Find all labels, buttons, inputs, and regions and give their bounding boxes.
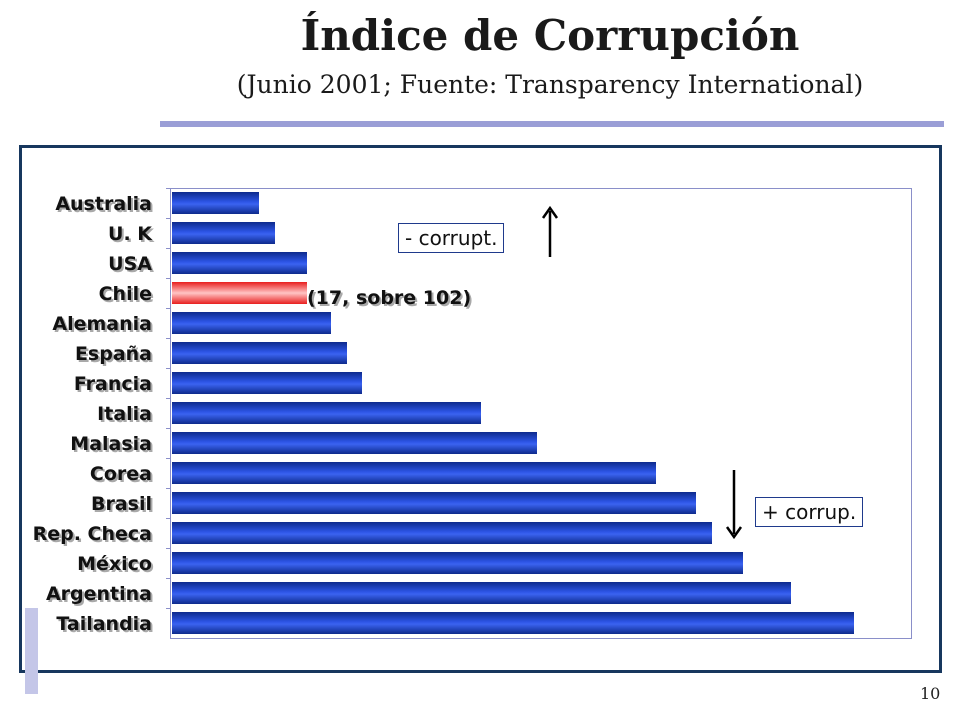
bar-argentina	[172, 582, 791, 604]
bar-m-xico	[172, 552, 743, 574]
bar-usa	[172, 252, 307, 274]
axis-tick	[166, 458, 171, 459]
category-label: Tailandia	[56, 613, 152, 635]
bar-australia	[172, 192, 259, 214]
bar-alemania	[172, 312, 331, 334]
category-label: Francia	[73, 373, 152, 395]
category-label: U. K	[108, 223, 152, 245]
bar-francia	[172, 372, 362, 394]
axis-tick	[166, 518, 171, 519]
axis-tick	[166, 398, 171, 399]
chart-frame	[19, 145, 942, 673]
axis-tick	[166, 578, 171, 579]
bar-italia	[172, 402, 481, 424]
axis-tick	[166, 218, 171, 219]
title-underline-rule	[160, 121, 944, 127]
category-label: Brasil	[90, 493, 152, 515]
category-label: Alemania	[52, 313, 152, 335]
chart-plot-area	[170, 188, 912, 639]
bar-espa-a	[172, 342, 347, 364]
axis-tick	[166, 488, 171, 489]
category-label: Chile	[98, 283, 152, 305]
category-label: USA	[108, 253, 152, 275]
slide-subtitle: (Junio 2001; Fuente: Transparency Intern…	[236, 70, 864, 99]
down-arrow-icon	[725, 470, 743, 540]
category-label: Australia	[55, 193, 152, 215]
axis-tick	[166, 248, 171, 249]
bar-corea	[172, 462, 656, 484]
bar-brasil	[172, 492, 696, 514]
axis-tick	[166, 188, 171, 189]
axis-tick	[166, 308, 171, 309]
category-label: Italia	[97, 403, 152, 425]
axis-tick	[166, 548, 171, 549]
category-label: México	[77, 553, 152, 575]
bar-malasia	[172, 432, 537, 454]
bar-rep-checa	[172, 522, 712, 544]
axis-tick	[166, 428, 171, 429]
category-label: Malasia	[70, 433, 152, 455]
bar-tailandia	[172, 612, 854, 634]
up-arrow-icon	[541, 205, 559, 257]
category-label: Rep. Checa	[32, 523, 152, 545]
axis-tick	[166, 338, 171, 339]
axis-tick	[166, 278, 171, 279]
page-number: 10	[920, 684, 941, 703]
category-label: Argentina	[45, 583, 152, 605]
less-corrupt-label: - corrupt.	[398, 223, 505, 253]
bar-chile	[172, 282, 307, 304]
slide-title: Índice de Corrupción	[300, 11, 800, 60]
axis-tick	[166, 368, 171, 369]
category-label: España	[74, 343, 152, 365]
axis-tick	[166, 608, 171, 609]
left-accent-bar	[25, 608, 38, 694]
bar-u-k	[172, 222, 275, 244]
more-corrupt-label: + corrup.	[755, 497, 864, 527]
chile-rank-annotation: (17, sobre 102)	[307, 287, 472, 309]
category-label: Corea	[89, 463, 152, 485]
